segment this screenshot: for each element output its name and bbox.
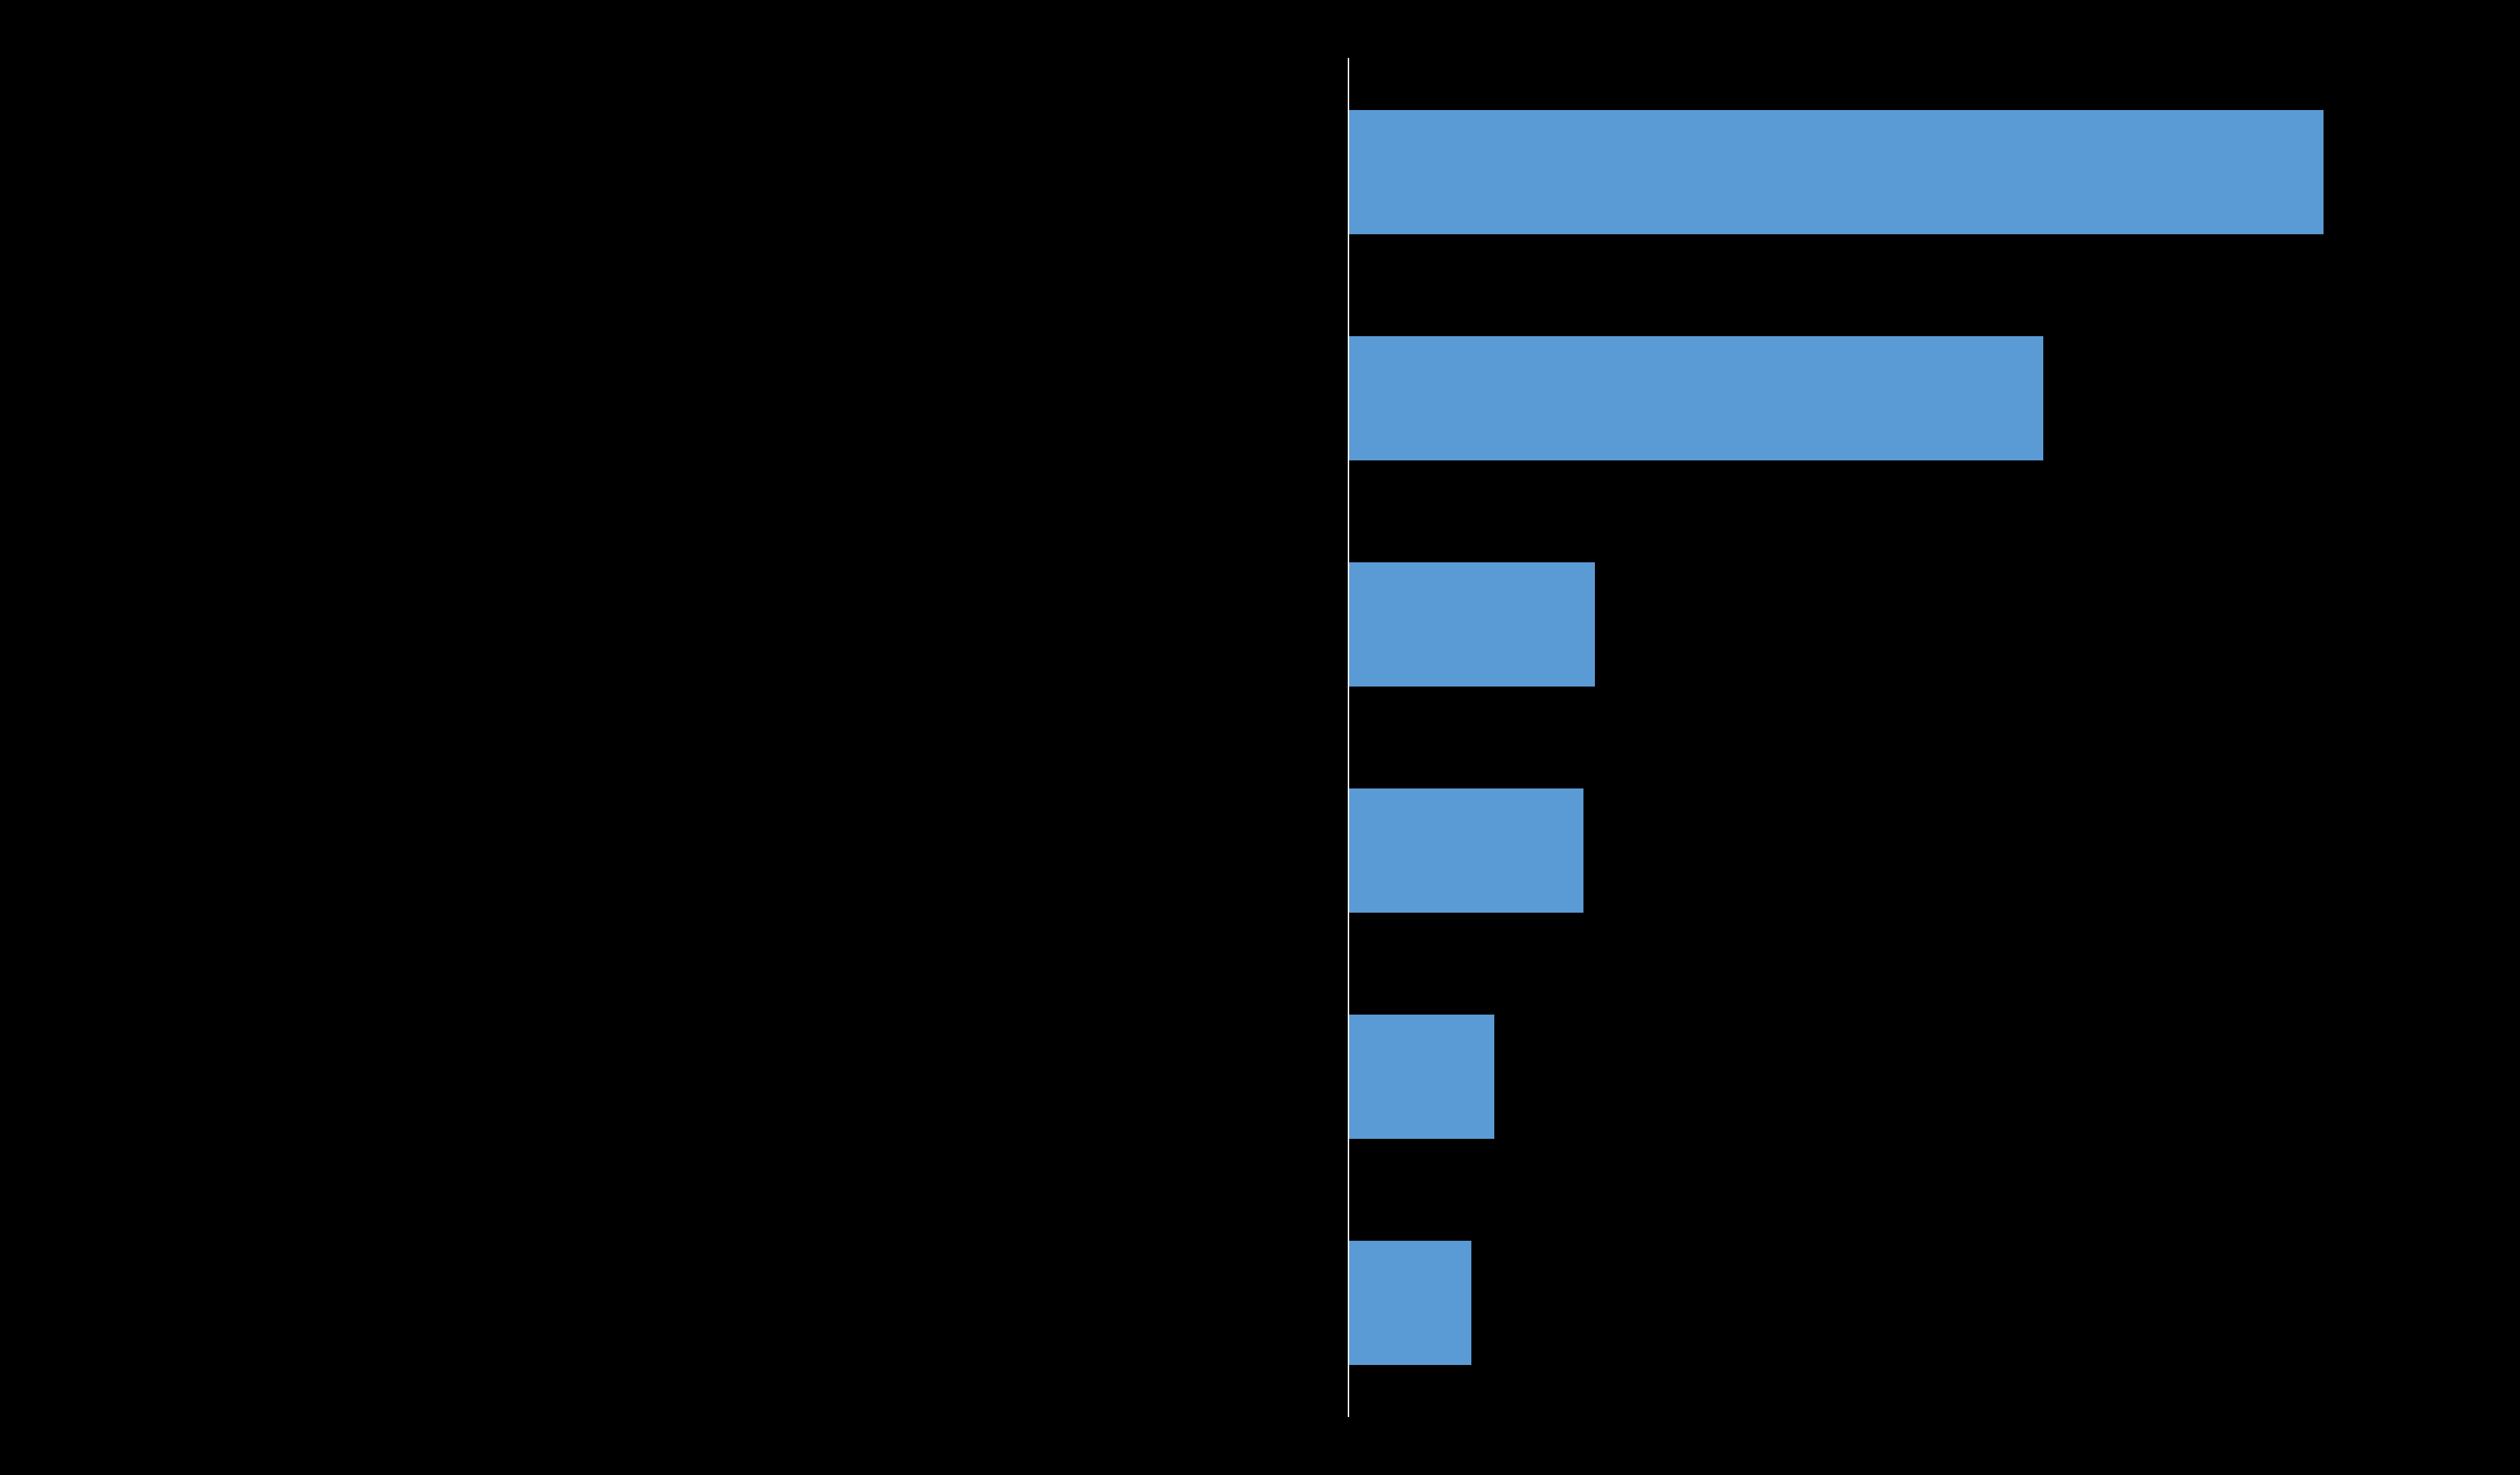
Bar — [1348, 1015, 1494, 1139]
Bar — [1348, 336, 2044, 460]
Bar — [1348, 788, 1583, 913]
Bar — [1348, 562, 1595, 686]
Bar — [1348, 1240, 1472, 1366]
Bar — [1348, 111, 2323, 235]
